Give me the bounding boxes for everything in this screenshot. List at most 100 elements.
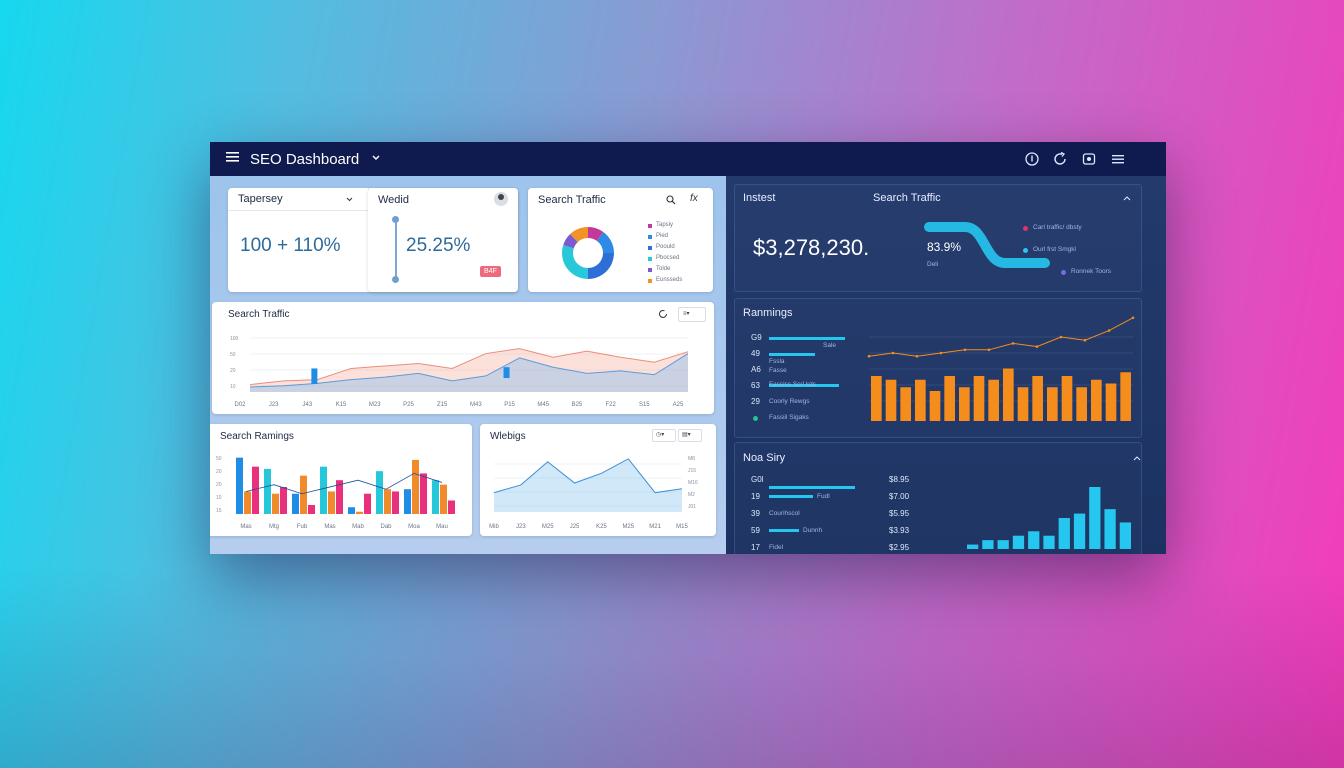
x-tick-label: Mib bbox=[489, 524, 499, 530]
history-bar-chart bbox=[967, 487, 1131, 549]
range-dropdown[interactable]: ▤▾ bbox=[678, 429, 702, 442]
period-select[interactable]: Deli bbox=[927, 261, 939, 268]
x-tick-label: S15 bbox=[639, 402, 650, 408]
bar bbox=[236, 457, 243, 514]
y-tick-label: 20 bbox=[216, 482, 222, 488]
bar bbox=[1104, 509, 1116, 549]
tab-header[interactable]: Tapersey bbox=[228, 188, 369, 211]
app-title[interactable]: SEO Dashboard bbox=[250, 151, 360, 168]
x-tick-label: Mas bbox=[324, 524, 335, 530]
highlight-bar bbox=[503, 367, 510, 378]
history-list: G0l $8.95 19 Fudl $7.00 39 Courihscol $5… bbox=[751, 475, 921, 554]
x-tick-label: J23 bbox=[269, 402, 279, 408]
bar bbox=[1028, 531, 1040, 549]
bar bbox=[959, 387, 970, 421]
bar bbox=[336, 480, 343, 514]
donut-slice bbox=[596, 231, 614, 253]
list-item[interactable]: 39 Courihscol $5.95 bbox=[751, 509, 910, 518]
filter-dropdown[interactable]: ◷▾ bbox=[652, 429, 676, 442]
x-tick-label: P25 bbox=[403, 402, 414, 408]
history-bar bbox=[769, 486, 855, 489]
background-vignette bbox=[0, 568, 1344, 768]
bar bbox=[1091, 379, 1102, 421]
card-label: Instest bbox=[743, 192, 776, 204]
donut-slice bbox=[563, 234, 578, 249]
bar bbox=[982, 540, 994, 549]
bar bbox=[412, 459, 419, 514]
slider-track[interactable] bbox=[395, 218, 397, 282]
list-item[interactable]: 17 Fidel $2.95 bbox=[751, 543, 910, 552]
x-tick-label: J43 bbox=[303, 402, 313, 408]
list-item[interactable]: Fassiil Sigaks bbox=[751, 413, 871, 429]
bar bbox=[320, 466, 327, 514]
bar bbox=[308, 504, 315, 514]
range-dropdown[interactable]: ≡▾ bbox=[678, 307, 706, 322]
x-tick-label: Mtg bbox=[269, 524, 279, 530]
list-item[interactable]: 59 Dunnh $3.93 bbox=[751, 526, 910, 535]
x-tick-label: J23 bbox=[516, 524, 526, 530]
dashboard-window: SEO Dashboard Tapersey bbox=[210, 142, 1166, 554]
y-tick-label: 50 bbox=[216, 456, 222, 462]
y-tick-label: M16 bbox=[688, 480, 698, 486]
donut-slice bbox=[588, 227, 604, 241]
list-item[interactable]: 49 Fssla bbox=[751, 349, 871, 365]
chevron-down-icon[interactable] bbox=[372, 155, 380, 161]
bar bbox=[1012, 535, 1025, 549]
list-item[interactable]: G0l $8.95 bbox=[751, 475, 921, 492]
bar bbox=[432, 480, 439, 514]
card-title: Noa Siry bbox=[743, 452, 786, 464]
line-point bbox=[963, 348, 967, 352]
chevron-up-icon[interactable] bbox=[1123, 196, 1131, 201]
settings-icon[interactable] bbox=[1081, 151, 1097, 167]
slider-handle-top[interactable] bbox=[392, 216, 399, 223]
top-bar: SEO Dashboard bbox=[210, 142, 1166, 176]
line-point bbox=[1035, 345, 1039, 348]
refresh-icon[interactable] bbox=[1052, 151, 1068, 167]
series-line bbox=[249, 348, 689, 386]
line-point bbox=[915, 354, 919, 358]
bar bbox=[1003, 368, 1014, 421]
bar bbox=[448, 500, 455, 514]
donut-slice bbox=[562, 244, 588, 279]
bar bbox=[1120, 372, 1131, 421]
bar bbox=[967, 544, 979, 549]
search-icon[interactable] bbox=[666, 195, 676, 205]
bar bbox=[1047, 387, 1058, 421]
hamburger-icon[interactable] bbox=[226, 152, 239, 162]
bar bbox=[364, 493, 371, 514]
list-item[interactable]: A6 Fasse bbox=[751, 365, 787, 374]
list-item[interactable]: 19 Fudl $7.00 bbox=[751, 492, 910, 501]
search-traffic-line-chart: 100 50 20 10 D02 J23 J43 K15 M23 P25 Z15 M43 P15 M45 B… bbox=[230, 336, 689, 408]
formula-icon[interactable]: fx bbox=[690, 193, 698, 204]
slider-handle-bottom[interactable] bbox=[392, 276, 399, 283]
list-item[interactable]: 63 Fassiss Scrl kds bbox=[751, 381, 871, 397]
y-tick-label: 100 bbox=[230, 336, 239, 342]
card-title: Ranmings bbox=[743, 307, 793, 319]
x-tick-label: P15 bbox=[504, 402, 515, 408]
x-tick-label: Moa bbox=[408, 524, 420, 530]
bar bbox=[997, 540, 1009, 549]
chevron-down-icon[interactable] bbox=[346, 197, 353, 202]
avatar[interactable] bbox=[494, 192, 508, 206]
x-tick-label: M45 bbox=[537, 402, 549, 408]
y-tick-label: 15 bbox=[216, 508, 222, 514]
menu-icon[interactable] bbox=[1110, 151, 1126, 167]
x-tick-label: A25 bbox=[673, 402, 684, 408]
refresh-icon[interactable] bbox=[658, 309, 668, 319]
y-tick-label: J01 bbox=[688, 504, 696, 510]
info-icon[interactable] bbox=[1024, 151, 1040, 167]
line-point bbox=[867, 354, 871, 358]
status-badge: B4F bbox=[480, 266, 501, 277]
rankings-combo-chart bbox=[867, 316, 1135, 421]
insight-legend: Carl traffic/ dbsty Ourl frst Smgkl Ronn… bbox=[1023, 223, 1166, 289]
card-search-traffic-line: Search Traffic ≡▾ 100 50 20 10 D02 J23 J43 K15 M… bbox=[212, 302, 714, 414]
right-panel: Instest Search Traffic $3,278,230. 83.9%… bbox=[726, 176, 1166, 554]
donut-chart bbox=[562, 227, 614, 279]
list-item[interactable]: G9 Sale bbox=[751, 333, 871, 349]
list-item[interactable]: 29 Coorly Rewgs bbox=[751, 397, 810, 406]
x-tick-label: B25 bbox=[572, 402, 583, 408]
line-point bbox=[891, 351, 895, 355]
x-tick-label: M23 bbox=[369, 402, 381, 408]
chevron-up-icon[interactable] bbox=[1133, 456, 1141, 461]
y-tick-label: 20 bbox=[230, 368, 236, 374]
